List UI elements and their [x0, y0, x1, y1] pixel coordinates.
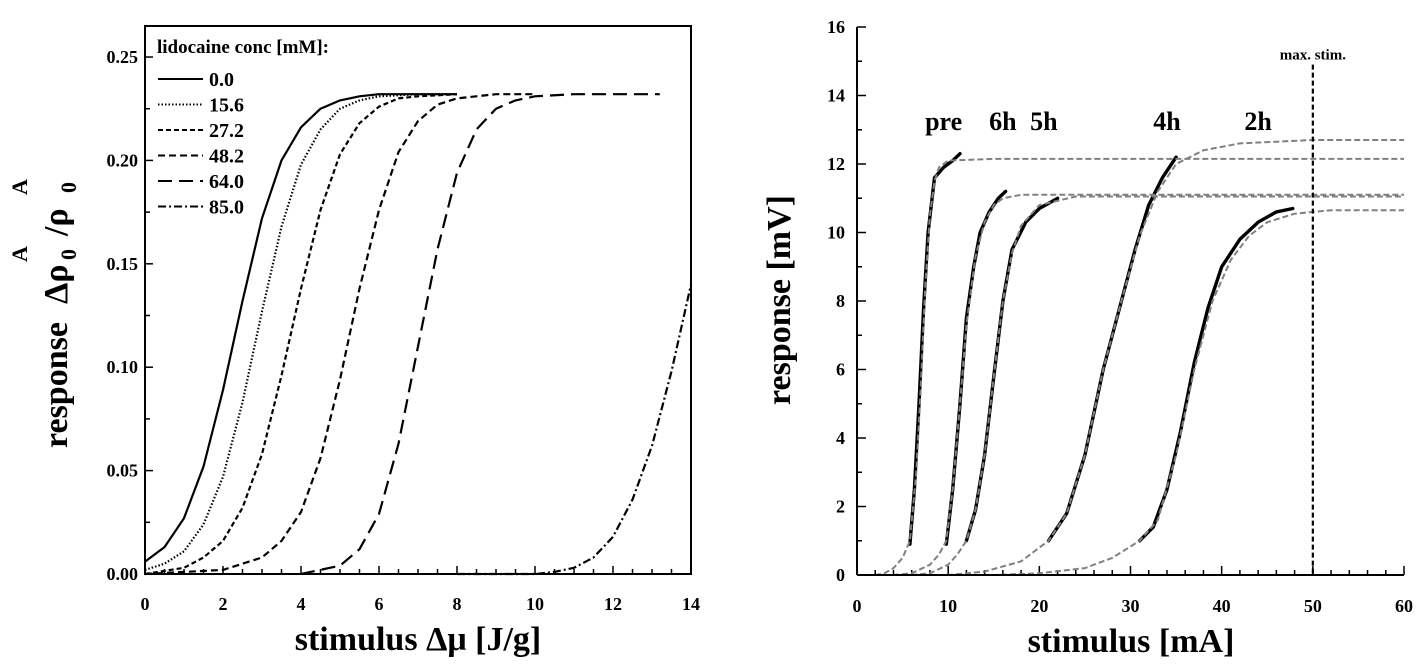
curve-label-5h: 5h	[1030, 107, 1058, 136]
right-y-axis-title: response [mV]	[761, 195, 798, 405]
left-series-line-48.2	[144, 93, 535, 576]
left-y-title-word: response	[38, 322, 75, 448]
right-x-tick-label: 50	[1304, 596, 1322, 616]
right-y-tick-label: 14	[827, 86, 845, 106]
left-x-tick-label: 12	[604, 594, 622, 614]
svg-text:Δρ: Δρ	[38, 264, 75, 304]
left-y-title-rho2: ρ	[38, 208, 75, 226]
right-axis-ticks: 0 10 20 30 40 50 60 0 2 4 6 8 10 12 14 16	[827, 17, 1413, 616]
fit-line-2h	[857, 209, 1404, 576]
curve-label-pre: pre	[925, 107, 962, 136]
right-x-axis-title: stimulus [mA]	[1028, 623, 1235, 660]
left-y-tick-label: 0.00	[107, 564, 139, 584]
fit-line-6h	[857, 193, 1404, 576]
max-stim-label: max. stim.	[1280, 48, 1346, 64]
legend-title: lidocaine conc [mM]:	[157, 37, 329, 58]
right-y-tick-label: 12	[827, 154, 845, 174]
left-x-tick-label: 8	[453, 594, 462, 614]
right-chart: 0 10 20 30 40 50 60 0 2 4 6 8 10 12 14 16 max. stim. pre…	[761, 17, 1413, 660]
right-x-tick-label: 0	[853, 596, 862, 616]
measured-line-4h	[1046, 155, 1178, 543]
legend-label-15.6: 15.6	[209, 95, 244, 117]
left-y-title-slash: /	[38, 226, 75, 237]
curve-label-6h: 6h	[989, 107, 1017, 136]
right-x-tick-label: 40	[1213, 596, 1231, 616]
left-series-line-64.0	[300, 93, 660, 576]
right-y-tick-label: 16	[827, 17, 845, 37]
right-annotations: max. stim. pre 6h 5h 4h 2h	[925, 48, 1346, 136]
right-x-tick-label: 20	[1030, 596, 1048, 616]
left-y-title-rho1: ρ	[38, 264, 75, 282]
left-series-line-85.0	[457, 284, 693, 576]
left-y-tick-label: 0.05	[107, 461, 139, 481]
right-y-tick-label: 8	[836, 291, 845, 311]
left-y-tick-label: 0.20	[107, 150, 139, 170]
legend-label-48.2: 48.2	[209, 146, 244, 168]
left-x-tick-label: 14	[682, 594, 700, 614]
right-y-tick-label: 10	[827, 223, 845, 243]
right-x-tick-label: 10	[939, 596, 957, 616]
left-y-tick-label: 0.15	[107, 254, 139, 274]
left-y-title-sub2: 0	[56, 182, 81, 193]
left-x-axis-title: stimulus Δμ [J/g]	[295, 621, 542, 658]
left-y-title-sup1: A	[7, 246, 32, 262]
left-series-line-15.6	[144, 93, 457, 571]
curve-label-4h: 4h	[1153, 107, 1181, 136]
left-y-axis-title: response Δρ 0 A /ρ 0 A	[7, 179, 81, 448]
svg-text:/ρ: /ρ	[38, 208, 75, 237]
left-chart: 0 2 4 6 8 10 12 140.000.050.100.150.200.25 lido…	[7, 25, 701, 658]
legend-label-0.0: 0.0	[209, 69, 234, 91]
fit-line-5h	[857, 195, 1404, 576]
right-y-tick-label: 2	[836, 497, 845, 517]
fit-line-pre	[857, 157, 1404, 576]
svg-text:response: response	[38, 322, 75, 448]
right-x-tick-label: 60	[1395, 596, 1413, 616]
left-series-group	[144, 93, 693, 576]
legend-label-27.2: 27.2	[209, 120, 244, 142]
left-y-tick-label: 0.10	[107, 357, 139, 377]
left-y-title-sub1: 0	[56, 249, 81, 260]
left-axis-ticks: 0 2 4 6 8 10 12 14 0.00 0.05 0.10 0.15 0.20 0.25	[107, 47, 701, 614]
curve-label-2h: 2h	[1244, 107, 1272, 136]
left-x-tick-label: 0	[141, 594, 150, 614]
legend-label-85.0: 85.0	[209, 197, 244, 219]
legend-label-64.0: 64.0	[209, 171, 244, 193]
left-series-line-27.2	[144, 93, 458, 576]
left-series-line-0.0	[144, 93, 457, 563]
left-x-tick-label: 2	[219, 594, 228, 614]
right-x-tick-label: 30	[1122, 596, 1140, 616]
right-y-tick-label: 4	[836, 428, 845, 448]
legend-entries: 0.0 15.6 27.2 48.2 64.0 85.0	[158, 69, 244, 219]
measured-line-5h	[964, 196, 1060, 543]
left-x-tick-label: 10	[526, 594, 544, 614]
fit-line-4h	[857, 139, 1404, 576]
measured-line-6h	[944, 189, 1008, 546]
measured-line-2h	[1137, 206, 1295, 543]
left-y-tick-label: 0.25	[107, 47, 139, 67]
left-legend: lidocaine conc [mM]: 0.0 15.6 27.2 48.2 64.0…	[157, 37, 329, 219]
right-y-tick-label: 6	[836, 360, 845, 380]
left-y-title-sup2: A	[7, 179, 32, 195]
left-y-title-delta: Δ	[38, 283, 75, 304]
left-x-tick-label: 4	[297, 594, 306, 614]
right-y-tick-label: 0	[836, 565, 845, 585]
left-x-tick-label: 6	[375, 594, 384, 614]
right-series-group	[857, 64, 1404, 576]
